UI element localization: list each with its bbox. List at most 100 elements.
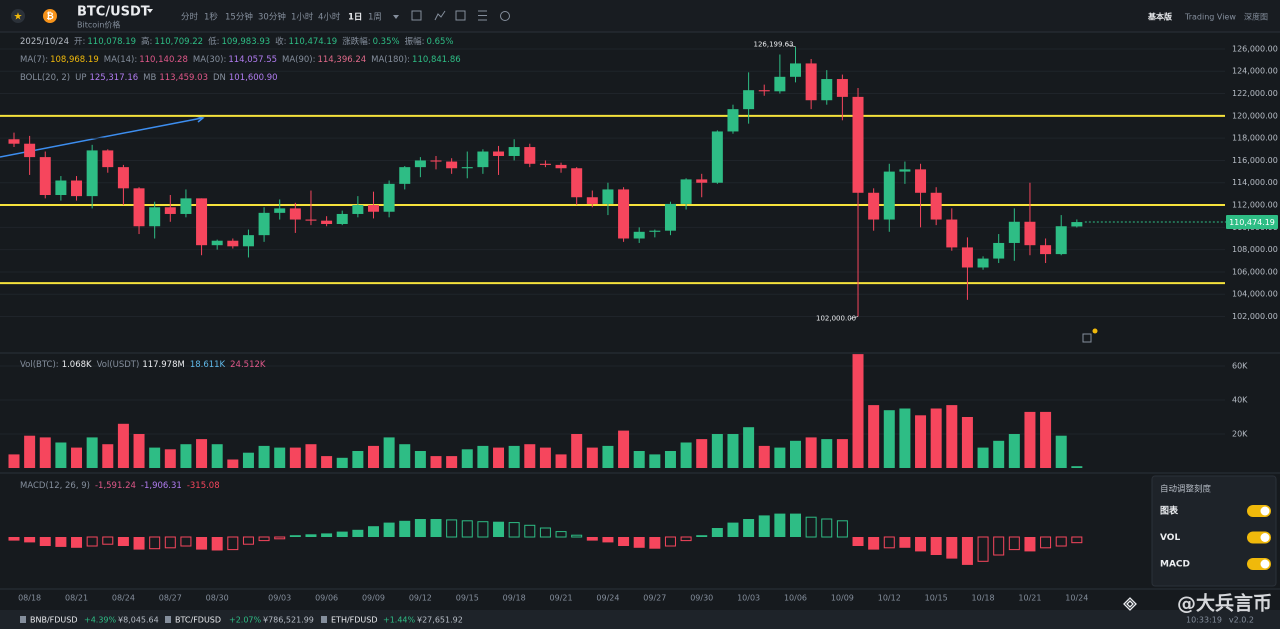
view-tab[interactable]: 深度图	[1244, 12, 1268, 22]
date: 2025/10/24	[20, 37, 69, 47]
candle-body	[508, 147, 520, 156]
screenshot-icon[interactable]	[500, 11, 510, 21]
ticker-pair[interactable]: ETH/FDUSD	[331, 616, 378, 625]
ticker-pair[interactable]: BNB/FDUSD	[30, 616, 78, 625]
candle-body	[289, 208, 301, 220]
candle-body	[196, 198, 208, 246]
volume-bar	[321, 456, 333, 468]
ma-label: MA(180):	[371, 55, 411, 65]
symbol[interactable]: BTC/USDT	[77, 5, 150, 20]
candle-body	[305, 219, 317, 221]
macd-label: MACD(12, 26, 9)	[20, 481, 90, 491]
volume-bar	[493, 447, 505, 468]
interval-tab[interactable]: 4小时	[318, 12, 341, 23]
macd-bar	[586, 537, 598, 541]
boll-item-value: 113,459.03	[159, 73, 208, 83]
x-tick-label: 09/21	[550, 594, 573, 603]
info-label: 高:	[141, 37, 153, 47]
info-value: 110,709.22	[154, 37, 204, 47]
vol-row: Vol(BTC): 1.068K Vol(USDT) 117.978M 18.611K 2…	[20, 359, 265, 371]
volume-bar	[242, 452, 254, 468]
interval-tab[interactable]: 分时	[181, 12, 199, 23]
interval-tab[interactable]: 30分钟	[258, 12, 286, 23]
interval-tab[interactable]: 1秒	[204, 12, 218, 23]
macd-bar	[508, 522, 520, 538]
macd-bar	[430, 519, 442, 538]
alert-dot	[1092, 328, 1098, 334]
macd-bar	[274, 536, 286, 540]
x-tick-label: 08/18	[18, 594, 41, 603]
volume-bar	[805, 437, 817, 468]
interval-tab[interactable]: 15分钟	[225, 12, 253, 23]
y-tick-label: 124,000.00	[1232, 67, 1278, 76]
y-tick-label: 108,000.00	[1232, 245, 1278, 254]
volume-bar	[149, 447, 161, 468]
ticker-pair[interactable]: BTC/FDUSD	[175, 616, 221, 625]
interval-tab[interactable]: 1日	[348, 13, 362, 23]
y-tick-label: 116,000.00	[1232, 156, 1278, 165]
macd-bar	[133, 537, 145, 550]
y-tick-label: 112,000.00	[1232, 201, 1278, 210]
volume-bar	[461, 449, 473, 468]
x-tick-label: 09/03	[268, 594, 291, 603]
toggle-label: VOL	[1160, 533, 1180, 543]
volume-bar	[180, 444, 192, 468]
candle-body	[790, 63, 801, 77]
macd-value: -315.08	[186, 481, 220, 491]
x-tick-label: 10/18	[972, 594, 995, 603]
volume-bar	[430, 456, 442, 468]
ma-row: MA(7): 108,968.19 MA(14): 110,140.28 MA(30):…	[20, 54, 461, 66]
more-intervals[interactable]	[393, 15, 399, 19]
macd-bar	[555, 531, 567, 538]
volume-bar	[102, 444, 114, 468]
vol-value: 24.512K	[230, 360, 266, 370]
ma-value: 114,396.24	[317, 55, 367, 65]
candle-body	[430, 160, 442, 162]
candle-body	[618, 189, 630, 239]
candle-body	[961, 247, 973, 268]
macd-bar	[1024, 537, 1036, 552]
macd-value: -1,591.24	[94, 481, 136, 491]
indicator-icon[interactable]	[411, 10, 422, 21]
symbol-dropdown[interactable]	[147, 9, 153, 13]
settings-icon[interactable]	[478, 10, 487, 21]
x-tick-label: 08/24	[112, 594, 135, 603]
volume-bar	[399, 444, 411, 468]
volume-bar	[539, 447, 551, 468]
macd-bar	[446, 519, 458, 538]
volume-bar	[117, 423, 129, 468]
view-tab[interactable]: Trading View	[1184, 13, 1236, 22]
interval-tab[interactable]: 1小时	[291, 12, 314, 23]
candle-body	[821, 79, 833, 101]
volume-bar	[868, 405, 880, 468]
interval-tab[interactable]: 1周	[368, 13, 382, 23]
alert-icon[interactable]	[1082, 333, 1092, 343]
x-tick-label: 09/18	[503, 594, 526, 603]
volume-bar	[164, 449, 176, 468]
favorite-button[interactable]	[11, 9, 25, 23]
candle-body	[555, 164, 567, 169]
symbol-subtitle: Bitcoin价格	[77, 20, 120, 30]
vol-value: 117.978M	[142, 360, 185, 370]
ma-value: 108,968.19	[50, 55, 99, 65]
ma-label: MA(90):	[282, 55, 316, 65]
x-tick-label: 10/15	[925, 594, 948, 603]
candle-body	[55, 180, 67, 196]
candle-body	[1024, 221, 1036, 246]
drawing-icon[interactable]	[434, 10, 446, 21]
macd-bar	[461, 520, 473, 538]
volume-bar	[977, 447, 989, 468]
macd-bar	[836, 520, 848, 538]
view-tab[interactable]: 基本版	[1147, 12, 1172, 22]
layout-icon[interactable]	[455, 10, 466, 21]
ticker-icon	[165, 616, 171, 623]
volume-bar	[555, 454, 567, 468]
macd-bar	[196, 537, 208, 550]
candle-body	[102, 150, 114, 168]
macd-bar	[258, 536, 270, 542]
coin-glyph: ₿	[46, 11, 53, 22]
macd-bar	[633, 537, 645, 548]
volume-bar	[899, 408, 911, 468]
macd-bar	[55, 537, 67, 547]
